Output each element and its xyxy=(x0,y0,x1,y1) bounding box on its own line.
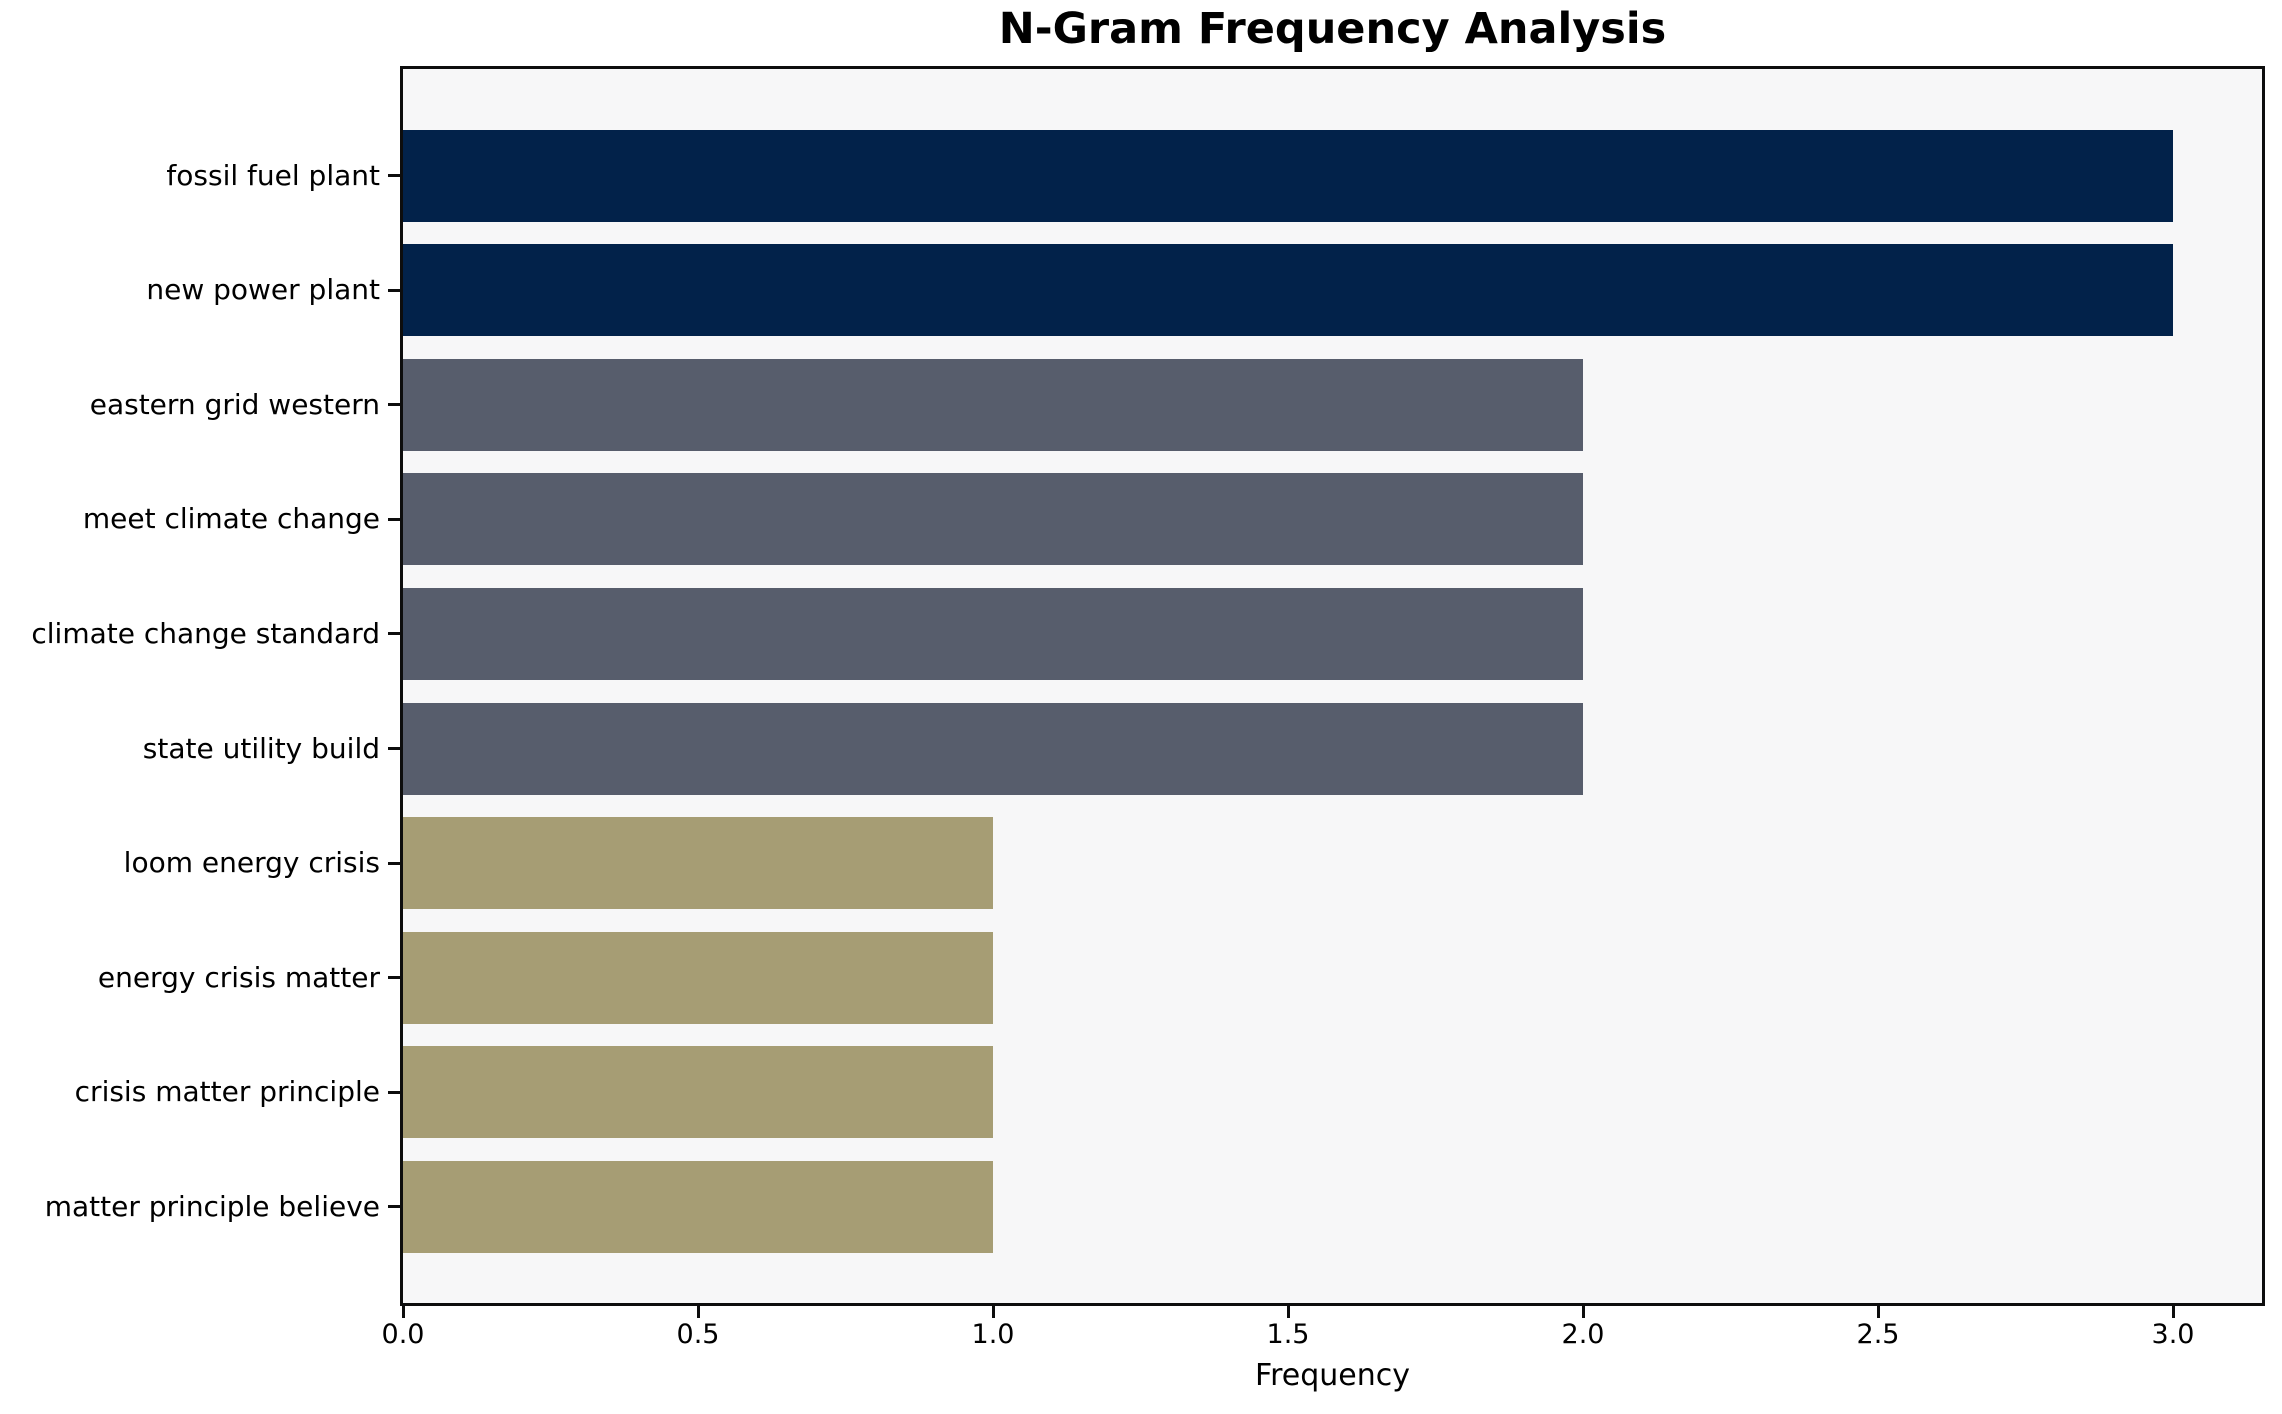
y-tick-mark xyxy=(388,861,400,865)
bar-matter-principle-believe xyxy=(403,1160,993,1253)
plot-area xyxy=(400,66,2265,1306)
bar-eastern-grid-western xyxy=(403,358,1583,451)
x-tick-mark xyxy=(991,1306,995,1318)
y-tick-mark xyxy=(388,1205,400,1209)
x-tick-label: 0.0 xyxy=(381,1319,425,1350)
bar-fossil-fuel-plant xyxy=(403,129,2173,222)
y-tick-mark xyxy=(388,976,400,980)
x-tick-mark xyxy=(696,1306,700,1318)
chart-title: N-Gram Frequency Analysis xyxy=(998,4,1667,54)
y-tick-label: eastern grid western xyxy=(89,387,380,421)
x-tick-mark xyxy=(1581,1306,1585,1318)
y-tick-label: state utility build xyxy=(142,731,380,765)
y-tick-label: new power plant xyxy=(146,273,380,307)
x-tick-mark xyxy=(1876,1306,1880,1318)
bar-climate-change-standard xyxy=(403,587,1583,680)
y-tick-label: energy crisis matter xyxy=(97,960,380,994)
x-tick-mark xyxy=(401,1306,405,1318)
bar-new-power-plant xyxy=(403,244,2173,337)
x-tick-label: 1.5 xyxy=(1266,1319,1310,1350)
y-tick-mark xyxy=(388,747,400,750)
y-tick-mark xyxy=(388,517,400,521)
x-tick-label: 3.0 xyxy=(2151,1319,2195,1350)
x-tick-label: 1.0 xyxy=(971,1319,1015,1350)
y-tick-label: matter principle believe xyxy=(44,1189,380,1223)
y-tick-mark xyxy=(388,632,400,636)
x-tick-label: 0.5 xyxy=(676,1319,720,1350)
bar-meet-climate-change xyxy=(403,473,1583,566)
x-tick-mark xyxy=(1286,1306,1290,1318)
y-tick-mark xyxy=(388,288,400,292)
y-tick-mark xyxy=(388,174,400,177)
y-tick-label: fossil fuel plant xyxy=(166,158,380,192)
y-tick-mark xyxy=(388,403,400,407)
y-tick-label: crisis matter principle xyxy=(74,1075,380,1109)
y-tick-label: climate change standard xyxy=(31,616,380,650)
x-tick-label: 2.5 xyxy=(1856,1319,1900,1350)
x-tick-label: 2.0 xyxy=(1561,1319,1605,1350)
x-tick-mark xyxy=(2171,1306,2175,1318)
y-tick-label: meet climate change xyxy=(82,502,380,536)
y-tick-mark xyxy=(388,1090,400,1094)
bar-loom-energy-crisis xyxy=(403,817,993,910)
bar-energy-crisis-matter xyxy=(403,931,993,1024)
y-tick-label: loom energy crisis xyxy=(123,846,380,880)
bar-crisis-matter-principle xyxy=(403,1046,993,1139)
bar-state-utility-build xyxy=(403,702,1583,795)
x-axis-label: Frequency xyxy=(1255,1358,1410,1393)
